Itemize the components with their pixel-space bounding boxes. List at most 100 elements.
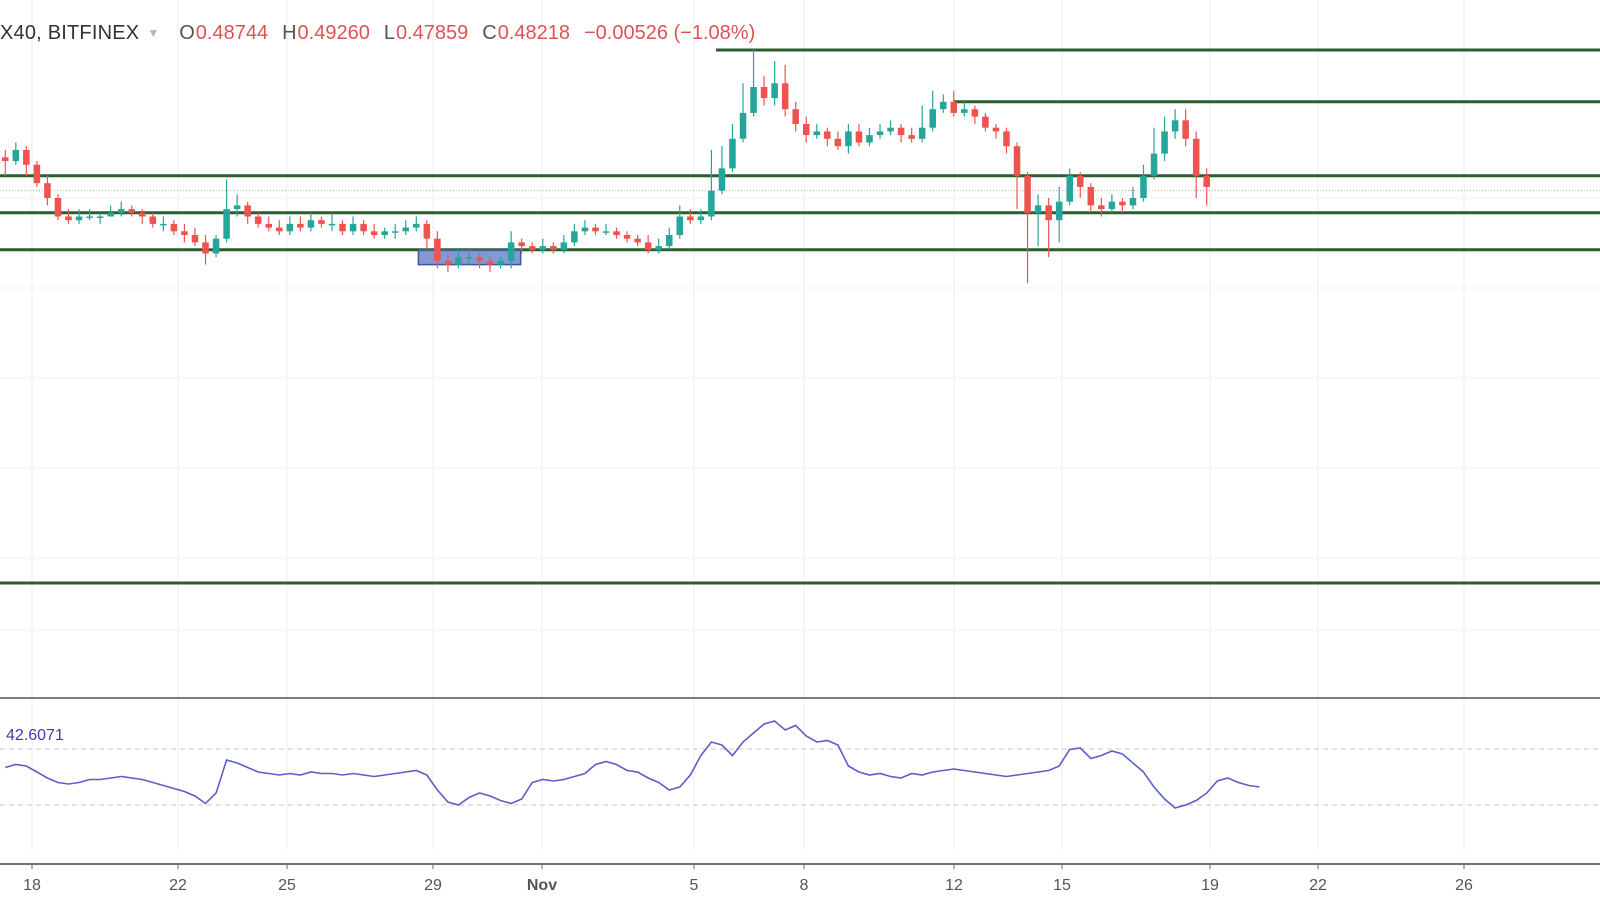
candle-body: [1076, 175, 1084, 187]
candle: [802, 116, 810, 143]
candle-body: [687, 216, 694, 221]
candle: [12, 142, 20, 165]
x-tick-label: 22: [1309, 877, 1327, 894]
candle-body: [328, 223, 336, 226]
chevron-down-icon[interactable]: ▼: [147, 26, 160, 40]
candle: [1161, 116, 1168, 161]
candle-body: [497, 260, 504, 265]
candle: [813, 124, 821, 139]
candle: [434, 231, 441, 269]
rsi-pane: 42.6071: [0, 697, 1600, 809]
candle: [655, 238, 662, 254]
candle-body: [339, 223, 346, 232]
candle-body: [834, 138, 842, 147]
x-tick-label: 22: [169, 877, 187, 894]
candle-body: [265, 223, 273, 228]
candle: [834, 131, 842, 150]
candle: [845, 124, 852, 154]
candle-body: [992, 127, 1000, 132]
candle-body: [128, 209, 136, 213]
candle: [571, 223, 578, 247]
candle-body: [1192, 138, 1200, 176]
candle: [739, 83, 747, 143]
candle: [191, 227, 199, 247]
candle-body: [107, 212, 114, 217]
candle: [908, 127, 915, 143]
open-key: O: [179, 21, 195, 44]
candle: [992, 124, 1000, 139]
candle: [170, 220, 178, 235]
candle-body: [44, 183, 51, 198]
candle-body: [507, 242, 515, 261]
candle: [297, 216, 304, 232]
candle: [1045, 198, 1052, 258]
candle-body: [1140, 175, 1147, 198]
candle: [96, 212, 104, 224]
candle-body: [54, 198, 62, 217]
candle-body: [233, 205, 241, 210]
candle-body: [518, 242, 525, 247]
candle-body: [1003, 131, 1010, 147]
candle-body: [655, 246, 662, 250]
rsi-line: [5, 720, 1260, 809]
candle-body: [276, 227, 283, 232]
candle: [613, 227, 620, 239]
candle-body: [855, 131, 863, 143]
symbol-label[interactable]: X40, BITFINEX: [0, 21, 140, 44]
candle-body: [96, 216, 104, 218]
candle-body: [434, 238, 441, 261]
candle: [1087, 183, 1095, 213]
candle-body: [139, 212, 146, 217]
candle-body: [170, 223, 178, 232]
candle-body: [676, 216, 684, 235]
candle: [54, 194, 62, 221]
candle: [687, 209, 694, 224]
candle-body: [1108, 201, 1116, 210]
candle-body: [929, 109, 936, 128]
candle-body: [212, 238, 220, 254]
candle: [982, 112, 989, 132]
x-tick-label: 5: [690, 877, 699, 894]
candle: [107, 205, 114, 217]
candle: [961, 101, 968, 117]
candle-body: [845, 131, 852, 147]
candle: [307, 212, 315, 232]
candle-body: [813, 131, 821, 136]
candle: [929, 90, 936, 132]
candle-body: [33, 164, 41, 184]
candle-body: [876, 131, 884, 136]
candle: [760, 75, 768, 106]
candle-body: [760, 87, 768, 99]
grid: [0, 0, 1600, 850]
close-key: C: [482, 21, 497, 44]
candle-body: [971, 109, 979, 117]
candle: [244, 201, 251, 224]
candle: [44, 175, 51, 206]
candle: [623, 231, 631, 243]
candle: [160, 216, 167, 232]
candle-body: [1087, 186, 1095, 206]
candle: [665, 227, 673, 250]
candle: [718, 146, 726, 195]
x-tick-label: 25: [278, 877, 296, 894]
x-tick-label: 18: [23, 877, 41, 894]
candle: [33, 161, 41, 187]
candle-body: [644, 242, 652, 250]
candle: [381, 227, 388, 239]
candle: [971, 105, 979, 124]
candle: [413, 216, 420, 232]
candle-body: [739, 112, 747, 139]
candle-body: [1150, 153, 1158, 176]
candle-body: [1119, 201, 1126, 206]
candle: [581, 220, 589, 235]
candle-body: [12, 149, 20, 161]
candle-body: [23, 149, 30, 165]
candle: [1150, 127, 1158, 180]
candle-body: [181, 231, 188, 235]
candle-body: [1045, 205, 1052, 221]
candle: [370, 223, 378, 239]
high-key: H: [282, 21, 297, 44]
candle-body: [824, 131, 831, 139]
high-value: 0.49260: [297, 21, 370, 44]
candle-body: [897, 127, 905, 136]
